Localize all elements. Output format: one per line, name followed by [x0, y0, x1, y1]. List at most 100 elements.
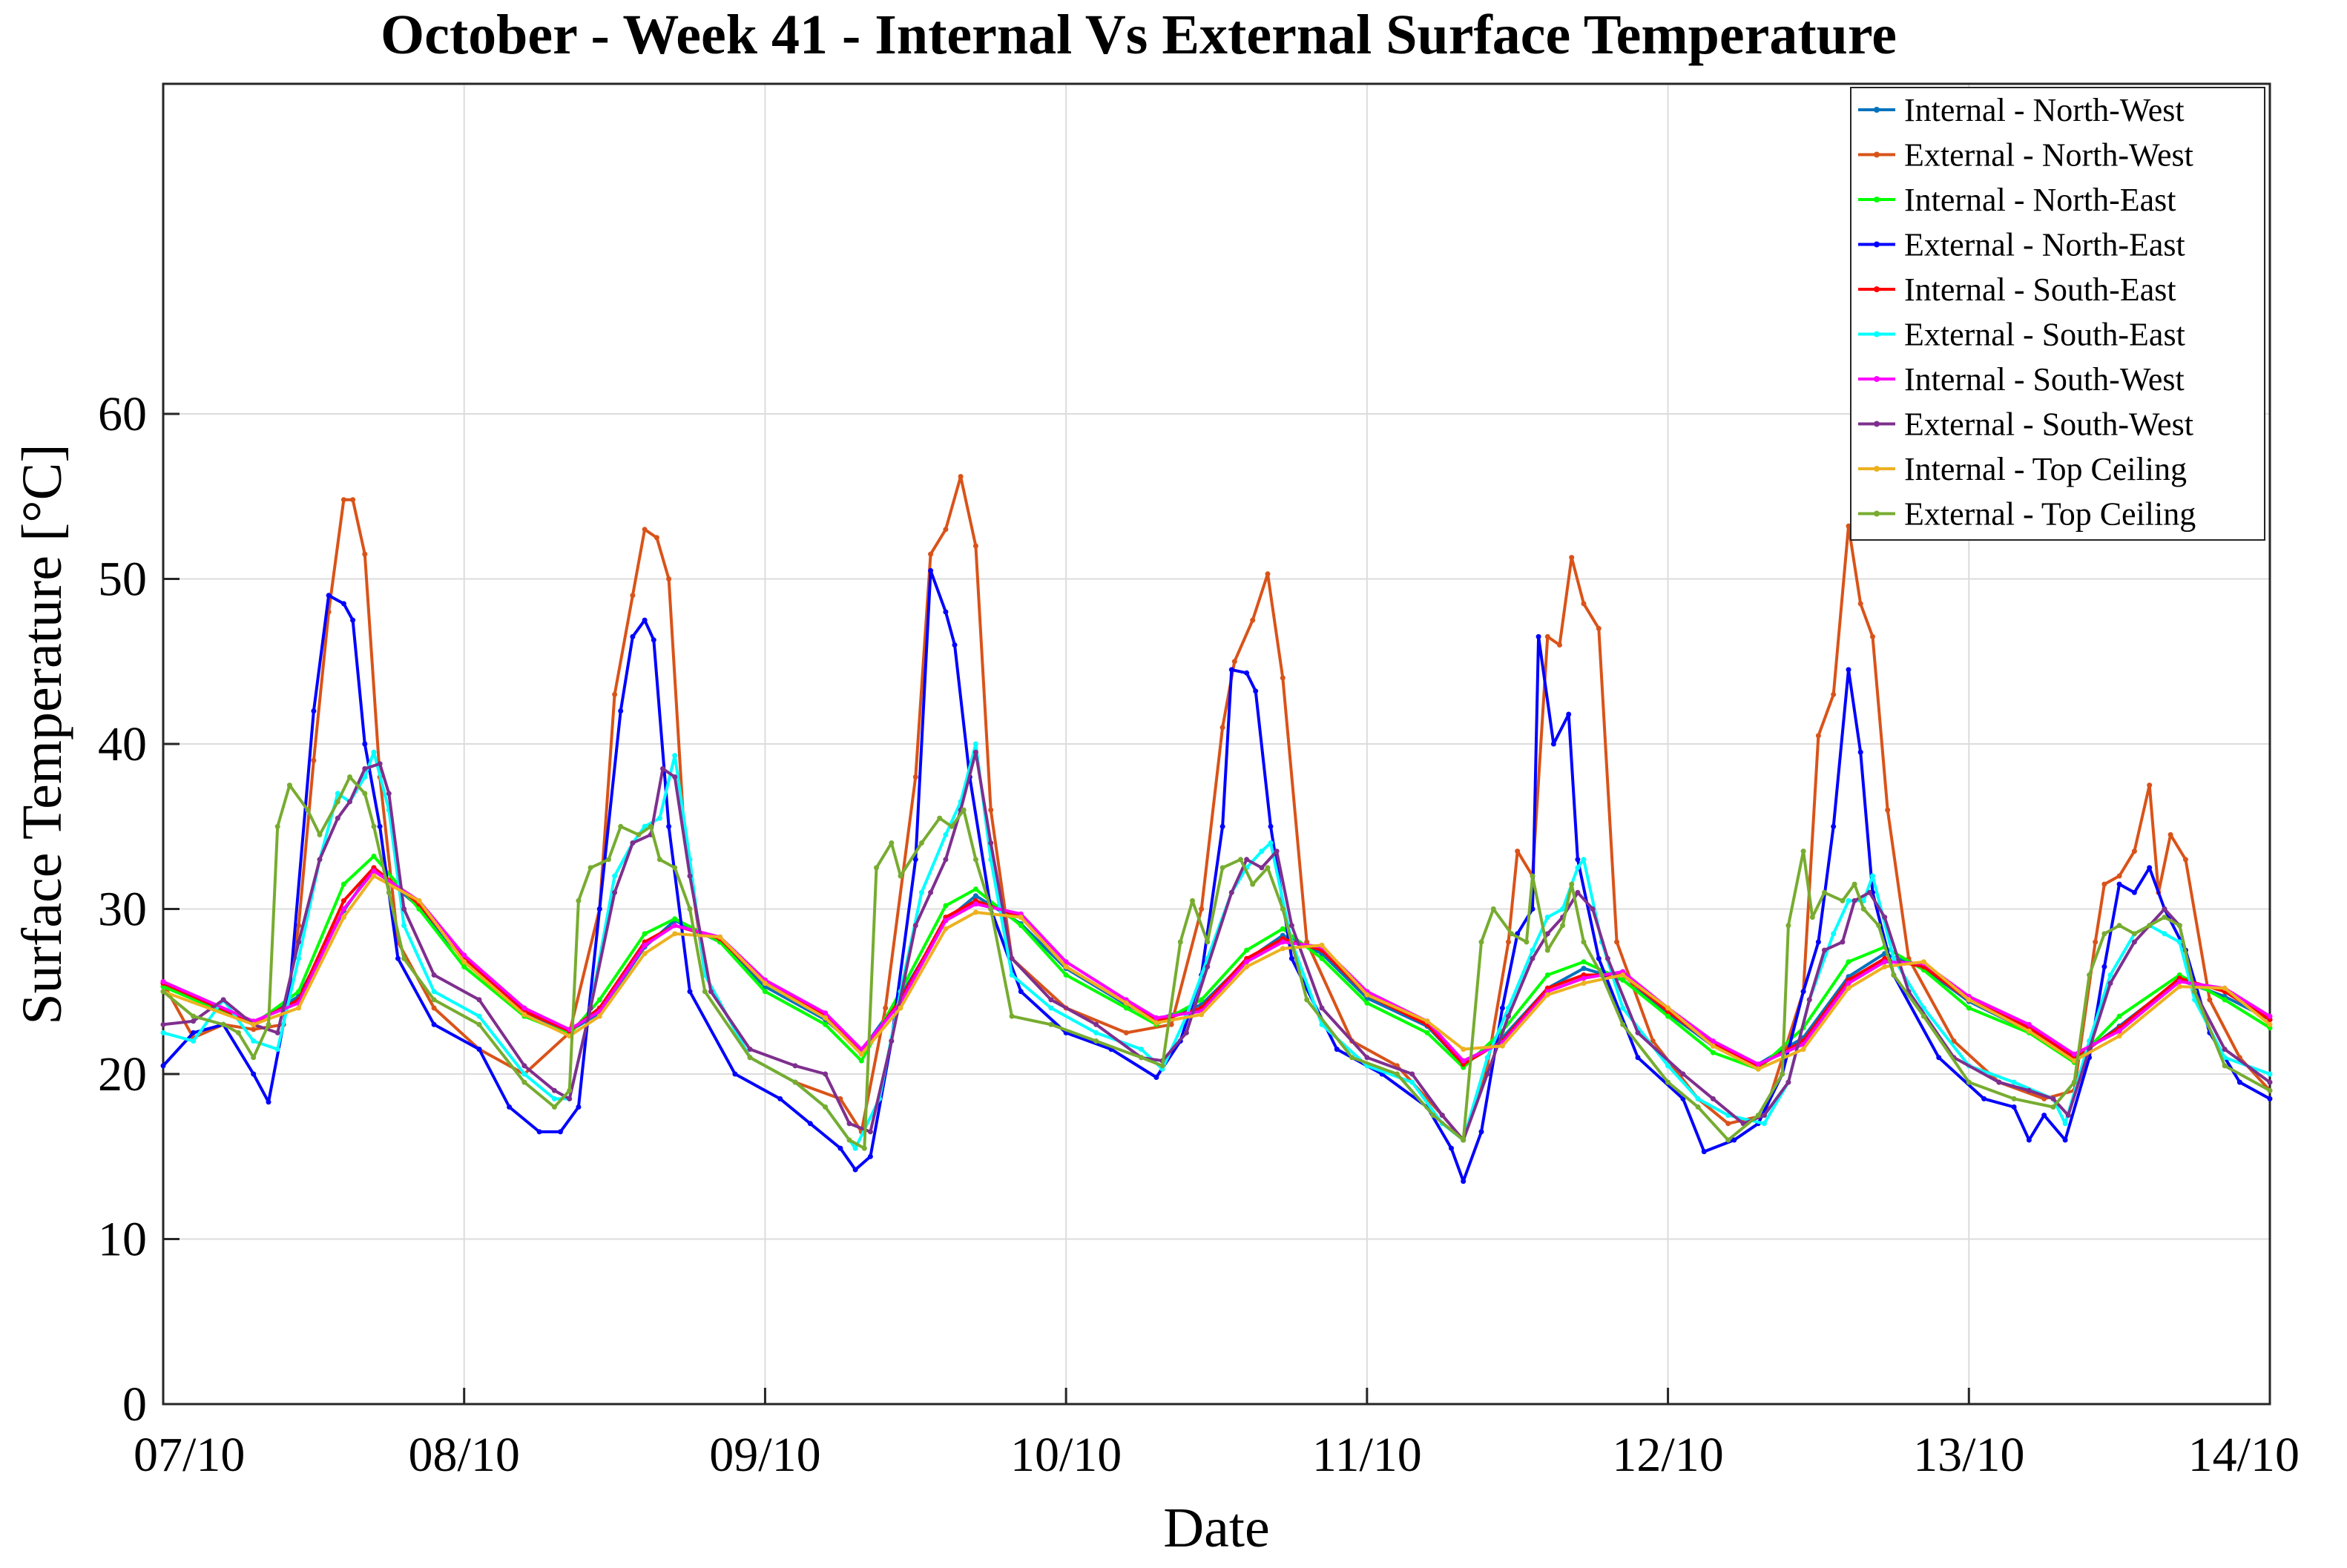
data-point-internal-south-west — [943, 918, 949, 923]
data-point-internal-north-east — [2116, 1013, 2122, 1019]
data-point-external-north-east — [1846, 667, 1851, 673]
data-point-external-south-west — [1364, 1055, 1370, 1061]
data-point-external-south-west — [792, 1063, 798, 1069]
data-point-internal-top-ceiling — [1280, 946, 1286, 952]
data-point-external-south-west — [160, 1021, 166, 1027]
data-point-external-north-east — [1815, 939, 1821, 945]
data-point-external-north-west — [1219, 725, 1225, 731]
data-point-external-top-ceiling — [2050, 1104, 2056, 1110]
data-point-external-south-east — [1831, 931, 1837, 937]
data-point-internal-top-ceiling — [1244, 963, 1250, 969]
data-point-internal-top-ceiling — [972, 909, 978, 915]
data-point-external-south-east — [1409, 1079, 1415, 1085]
legend-marker-external-south-west — [1874, 421, 1880, 427]
data-point-external-top-ceiling — [672, 865, 678, 871]
data-point-external-top-ceiling — [1840, 897, 1846, 903]
data-point-internal-south-west — [1063, 959, 1069, 965]
data-point-external-north-east — [350, 617, 356, 623]
data-point-external-top-ceiling — [1205, 939, 1211, 945]
data-point-external-north-east — [1550, 741, 1556, 747]
data-point-internal-north-east — [1364, 1000, 1370, 1006]
data-point-internal-north-east — [1319, 955, 1325, 961]
data-point-external-top-ceiling — [972, 857, 978, 863]
data-point-external-top-ceiling — [1304, 997, 1310, 1003]
data-point-internal-top-ceiling — [1199, 1012, 1205, 1018]
data-point-external-north-east — [837, 1145, 843, 1151]
data-point-internal-north-east — [1620, 977, 1626, 983]
data-point-external-top-ceiling — [1280, 906, 1286, 912]
data-point-external-south-west — [521, 1063, 527, 1069]
data-point-internal-south-west — [672, 923, 678, 929]
data-point-internal-north-east — [1123, 1005, 1129, 1011]
data-point-external-north-east — [928, 567, 934, 573]
data-point-external-north-west — [943, 527, 949, 533]
data-point-external-south-east — [362, 774, 368, 780]
data-point-external-top-ceiling — [305, 807, 311, 813]
data-point-external-south-west — [1575, 889, 1581, 895]
legend-marker-external-south-east — [1874, 331, 1880, 337]
data-point-external-south-west — [1590, 906, 1596, 912]
legend-label-internal-north-west: Internal - North-West — [1904, 92, 2185, 128]
data-point-external-north-east — [191, 1030, 197, 1035]
data-point-internal-north-east — [762, 989, 768, 995]
data-point-internal-north-east — [943, 903, 949, 909]
data-point-external-south-west — [867, 1129, 873, 1135]
data-point-external-north-west — [2182, 857, 2188, 863]
data-point-external-top-ceiling — [1620, 1021, 1626, 1027]
data-point-external-south-west — [1205, 963, 1211, 969]
data-point-external-south-west — [823, 1071, 829, 1077]
data-point-external-south-west — [2267, 1079, 2273, 1085]
data-point-external-top-ceiling — [1177, 939, 1183, 945]
data-point-internal-top-ceiling — [1499, 1043, 1505, 1049]
y-tick-label: 10 — [98, 1213, 147, 1267]
data-point-internal-top-ceiling — [1153, 1020, 1159, 1026]
data-point-external-south-east — [1870, 873, 1875, 879]
data-point-internal-south-west — [340, 906, 346, 912]
data-point-external-top-ceiling — [160, 989, 166, 995]
data-point-external-south-west — [988, 840, 994, 846]
data-point-external-north-east — [1981, 1096, 1987, 1101]
data-point-external-top-ceiling — [2176, 923, 2182, 929]
data-point-external-top-ceiling — [606, 857, 611, 863]
data-point-external-south-west — [1635, 1030, 1641, 1035]
data-point-external-south-west — [1530, 955, 1535, 961]
series-lines — [160, 474, 2273, 1185]
data-point-external-south-west — [1409, 1071, 1415, 1077]
data-point-external-south-west — [1822, 947, 1827, 953]
data-point-external-north-east — [642, 617, 648, 623]
data-point-external-top-ceiling — [220, 1021, 226, 1027]
data-point-external-north-east — [651, 637, 656, 643]
data-point-external-top-ceiling — [702, 989, 708, 995]
data-point-external-north-east — [952, 642, 958, 648]
data-point-external-south-west — [943, 857, 949, 863]
data-point-internal-top-ceiling — [2116, 1033, 2122, 1039]
data-point-external-north-east — [807, 1121, 813, 1127]
data-point-external-top-ceiling — [961, 807, 967, 813]
data-point-internal-top-ceiling — [672, 931, 678, 937]
data-point-external-north-west — [1280, 675, 1286, 681]
data-point-internal-north-east — [1665, 1013, 1671, 1019]
data-point-external-south-west — [377, 761, 383, 767]
data-point-external-top-ceiling — [1265, 865, 1271, 871]
data-point-internal-top-ceiling — [1063, 963, 1069, 969]
data-point-external-top-ceiling — [2071, 1079, 2077, 1085]
data-point-external-top-ceiling — [371, 823, 377, 829]
data-point-internal-south-west — [1755, 1061, 1761, 1067]
data-point-external-top-ceiling — [1569, 881, 1575, 887]
data-point-internal-north-east — [2222, 997, 2228, 1003]
data-point-internal-top-ceiling — [1966, 997, 1972, 1003]
legend-marker-internal-north-west — [1874, 107, 1880, 113]
data-point-external-north-east — [326, 593, 332, 599]
data-point-external-top-ceiling — [898, 873, 903, 879]
data-point-external-north-east — [395, 955, 401, 961]
data-point-external-north-west — [958, 474, 964, 479]
data-point-external-south-east — [1093, 1030, 1099, 1035]
data-point-external-north-west — [1199, 906, 1205, 912]
data-point-external-north-east — [576, 1104, 582, 1110]
data-point-external-south-west — [2050, 1096, 2056, 1101]
data-point-external-south-west — [476, 997, 482, 1003]
data-point-external-south-west — [1319, 1005, 1325, 1011]
data-point-external-top-ceiling — [1780, 1071, 1785, 1077]
data-point-internal-top-ceiling — [2267, 1021, 2273, 1027]
data-point-external-south-west — [1259, 865, 1265, 871]
